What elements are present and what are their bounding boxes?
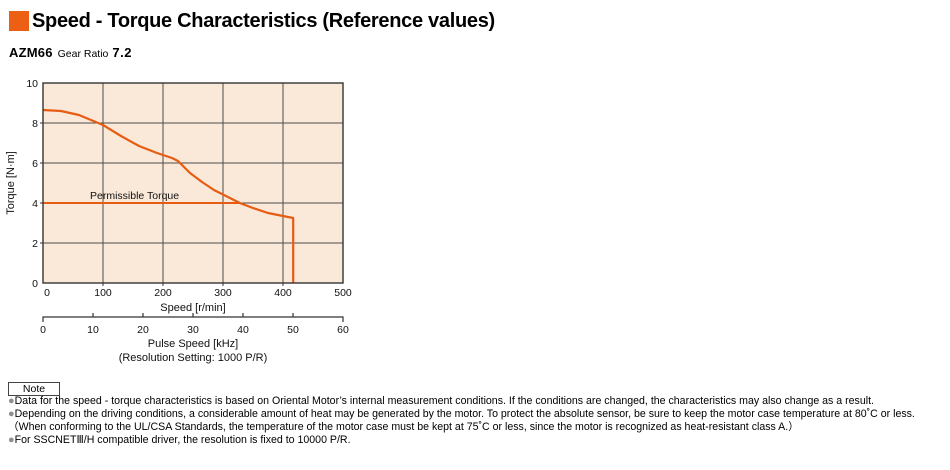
- note-item: ● For SSCNETⅢ/H compatible driver, the r…: [8, 434, 950, 447]
- motor-model: AZM66: [9, 45, 53, 60]
- svg-text:0: 0: [44, 287, 50, 299]
- svg-text:100: 100: [94, 287, 112, 299]
- svg-text:500: 500: [334, 287, 352, 299]
- pulse-speed-axis-title: Pulse Speed [kHz]: [148, 338, 239, 350]
- title-bullet-square-icon: [9, 11, 29, 31]
- svg-text:0: 0: [40, 324, 46, 336]
- svg-text:60: 60: [337, 324, 349, 336]
- chart-subtitle: AZM66 Gear Ratio 7.2: [9, 45, 132, 60]
- torque-curve: [42, 108, 295, 283]
- permissible-torque-label: Permissible Torque: [90, 190, 179, 202]
- svg-text:2: 2: [32, 238, 38, 250]
- pulse-speed-axis: [42, 313, 344, 322]
- bullet-icon: ●: [8, 395, 15, 407]
- speed-torque-chart: Permissible Torque 10 8 6 4 2 0 Torque […: [0, 75, 370, 367]
- note-box-label: Note: [22, 383, 46, 395]
- plot-area: [43, 83, 343, 283]
- chart-svg: Permissible Torque 10 8 6 4 2 0 Torque […: [5, 78, 352, 364]
- svg-text:4: 4: [32, 198, 38, 210]
- svg-text:40: 40: [237, 324, 249, 336]
- note-item: ● Data for the speed - torque characteri…: [8, 395, 950, 408]
- svg-text:0: 0: [32, 278, 38, 290]
- resolution-setting-note: (Resolution Setting: 1000 P/R): [119, 352, 268, 364]
- y-axis-tick-labels: 10 8 6 4 2 0: [26, 78, 38, 290]
- note-text: Depending on the driving conditions, a c…: [14, 408, 915, 420]
- note-text: Data for the speed - torque characterist…: [14, 395, 874, 407]
- x-axis-title: Speed [r/min]: [160, 302, 225, 314]
- pulse-speed-tick-labels: 0 10 20 30 40 50 60: [40, 324, 349, 336]
- note-box: Note: [8, 382, 60, 396]
- svg-text:6: 6: [32, 158, 38, 170]
- note-item: ● Depending on the driving conditions, a…: [8, 408, 950, 421]
- plot-border: [42, 82, 344, 284]
- note-text: For SSCNETⅢ/H compatible driver, the res…: [14, 434, 351, 446]
- svg-text:20: 20: [137, 324, 149, 336]
- svg-text:400: 400: [274, 287, 292, 299]
- gear-ratio-value: 7.2: [112, 45, 132, 60]
- bullet-icon: ●: [8, 408, 15, 420]
- page-title: Speed - Torque Characteristics (Referenc…: [32, 10, 495, 32]
- svg-text:50: 50: [287, 324, 299, 336]
- page-header: Speed - Torque Characteristics (Referenc…: [9, 10, 495, 32]
- svg-text:10: 10: [26, 78, 38, 90]
- bullet-icon: ●: [8, 434, 15, 446]
- gear-ratio-label: Gear Ratio: [57, 48, 109, 60]
- y-axis-title: Torque [N·m]: [5, 151, 17, 215]
- svg-text:10: 10: [87, 324, 99, 336]
- svg-text:8: 8: [32, 118, 38, 130]
- notes-list: ● Data for the speed - torque characteri…: [8, 395, 950, 447]
- x-axis-tick-labels: 0 100 200 300 400 500: [44, 287, 352, 299]
- axis-ticks: [40, 122, 284, 286]
- note-text: （When conforming to the UL/CSA Standards…: [8, 421, 799, 433]
- svg-text:200: 200: [154, 287, 172, 299]
- svg-text:300: 300: [214, 287, 232, 299]
- note-item: （When conforming to the UL/CSA Standards…: [8, 421, 950, 434]
- svg-text:30: 30: [187, 324, 199, 336]
